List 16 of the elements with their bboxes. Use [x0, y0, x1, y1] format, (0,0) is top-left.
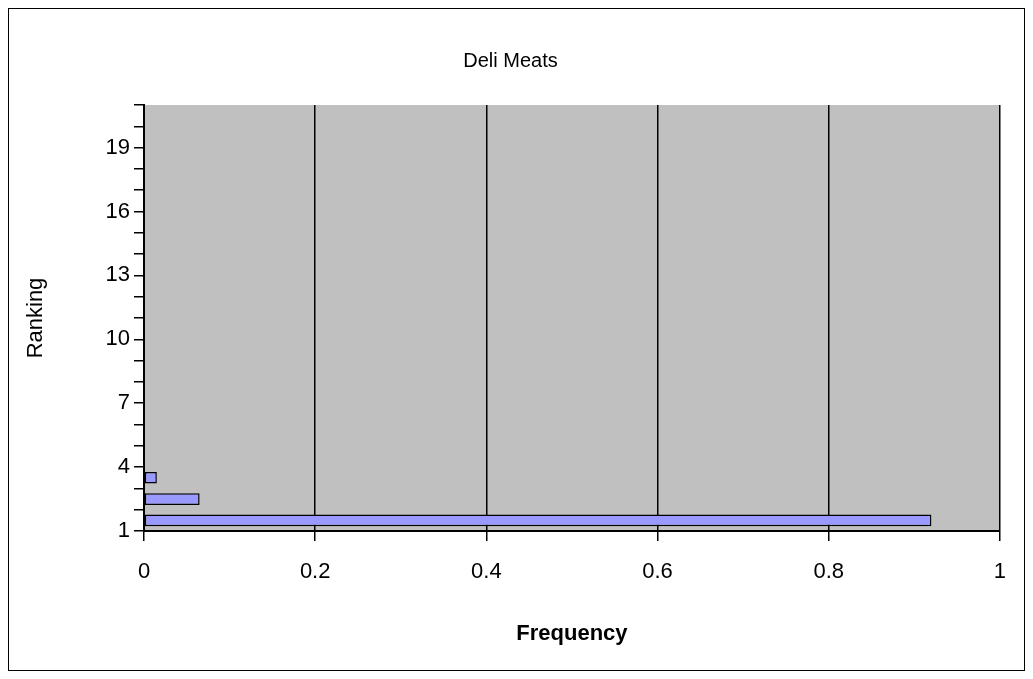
y-tick-label: 13	[105, 261, 130, 287]
x-tick-label: 0.2	[299, 558, 331, 584]
y-axis-title: Ranking	[22, 277, 48, 359]
x-tick-label: 0.4	[471, 558, 502, 584]
y-tick-label: 16	[105, 197, 130, 223]
y-tick-label: 19	[105, 133, 130, 159]
x-tick-label: 0.8	[813, 558, 844, 584]
chart-title: Deli Meats	[463, 48, 558, 71]
y-tick-label: 10	[105, 325, 130, 351]
y-tick-label: 4	[117, 453, 130, 479]
x-tick-label: 0	[137, 558, 151, 584]
y-tick-label: 7	[117, 389, 130, 415]
x-tick-label: 1	[993, 558, 1007, 584]
x-tick-label: 0.6	[642, 558, 673, 584]
y-tick-label: 1	[117, 517, 130, 543]
x-axis-title: Frequency	[516, 619, 629, 645]
